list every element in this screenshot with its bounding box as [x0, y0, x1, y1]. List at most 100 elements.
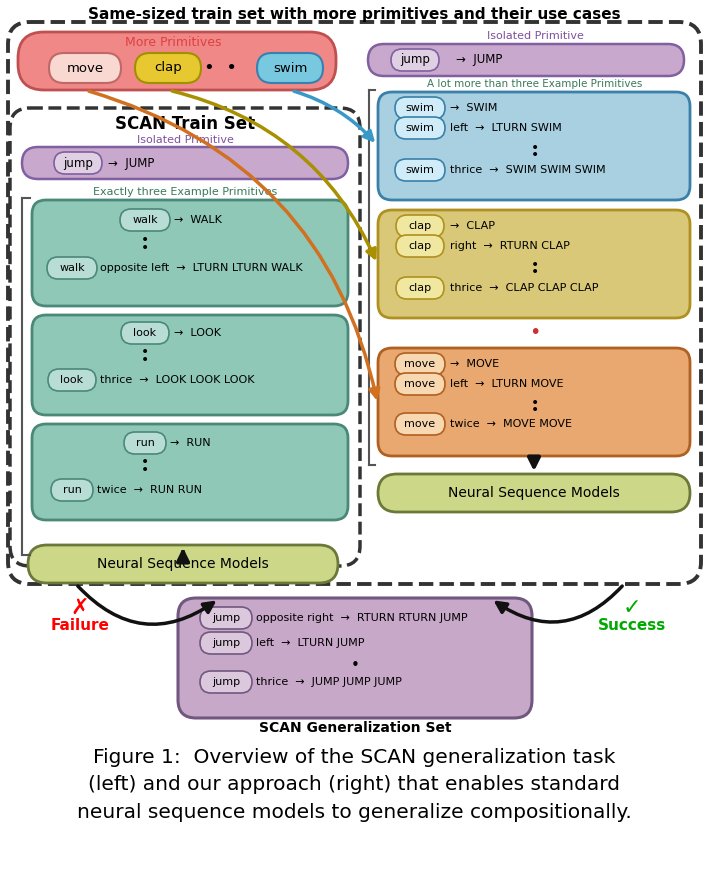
Text: •: •	[531, 148, 539, 162]
Text: Neural Sequence Models: Neural Sequence Models	[448, 486, 620, 500]
FancyBboxPatch shape	[28, 545, 338, 583]
Text: thrice  →  CLAP CLAP CLAP: thrice → CLAP CLAP CLAP	[450, 283, 598, 293]
FancyBboxPatch shape	[395, 353, 445, 375]
FancyBboxPatch shape	[396, 235, 444, 257]
Text: jump: jump	[212, 613, 240, 623]
Text: Success: Success	[598, 619, 666, 634]
Text: ✗: ✗	[71, 598, 89, 618]
FancyBboxPatch shape	[396, 277, 444, 299]
Text: look: look	[133, 328, 157, 338]
FancyBboxPatch shape	[378, 348, 690, 456]
FancyBboxPatch shape	[135, 53, 201, 83]
Text: •  •: • •	[203, 59, 237, 77]
FancyBboxPatch shape	[22, 147, 348, 179]
Text: move: move	[404, 359, 435, 369]
Text: •: •	[141, 241, 149, 255]
Text: •: •	[531, 141, 539, 155]
Text: →  CLAP: → CLAP	[450, 221, 495, 231]
FancyBboxPatch shape	[49, 53, 121, 83]
Text: jump: jump	[212, 638, 240, 648]
Text: A lot more than three Example Primitives: A lot more than three Example Primitives	[428, 79, 642, 89]
Text: move: move	[404, 379, 435, 389]
Text: ✓: ✓	[623, 598, 642, 618]
Text: clap: clap	[408, 221, 432, 231]
Text: jump: jump	[63, 156, 93, 169]
FancyBboxPatch shape	[178, 598, 532, 718]
Text: swim: swim	[406, 103, 435, 113]
FancyBboxPatch shape	[200, 607, 252, 629]
FancyBboxPatch shape	[32, 424, 348, 520]
Text: More Primitives: More Primitives	[125, 36, 221, 49]
Text: walk: walk	[132, 215, 158, 225]
Text: →  JUMP: → JUMP	[456, 54, 503, 67]
Text: thrice  →  SWIM SWIM SWIM: thrice → SWIM SWIM SWIM	[450, 165, 605, 175]
FancyBboxPatch shape	[54, 152, 102, 174]
Text: thrice  →  LOOK LOOK LOOK: thrice → LOOK LOOK LOOK	[100, 375, 255, 385]
Text: right  →  RTURN CLAP: right → RTURN CLAP	[450, 241, 570, 251]
FancyBboxPatch shape	[121, 322, 169, 344]
FancyBboxPatch shape	[391, 49, 439, 71]
Text: Failure: Failure	[50, 619, 109, 634]
Text: move: move	[404, 419, 435, 429]
FancyBboxPatch shape	[48, 369, 96, 391]
Text: walk: walk	[59, 263, 85, 273]
FancyBboxPatch shape	[32, 200, 348, 306]
Text: left  →  LTURN JUMP: left → LTURN JUMP	[256, 638, 364, 648]
Text: •: •	[141, 353, 149, 367]
Text: twice  →  MOVE MOVE: twice → MOVE MOVE	[450, 419, 572, 429]
FancyBboxPatch shape	[396, 215, 444, 237]
Text: •: •	[531, 265, 539, 279]
Text: •: •	[531, 258, 539, 272]
Text: twice  →  RUN RUN: twice → RUN RUN	[97, 485, 202, 495]
Text: run: run	[135, 438, 155, 448]
Text: →  MOVE: → MOVE	[450, 359, 499, 369]
FancyBboxPatch shape	[395, 159, 445, 181]
FancyBboxPatch shape	[378, 210, 690, 318]
FancyBboxPatch shape	[378, 474, 690, 512]
Text: •: •	[141, 233, 149, 247]
Text: swim: swim	[273, 62, 307, 75]
Text: left  →  LTURN MOVE: left → LTURN MOVE	[450, 379, 564, 389]
Text: Neural Sequence Models: Neural Sequence Models	[97, 557, 269, 571]
Text: jump: jump	[212, 677, 240, 687]
Text: →  RUN: → RUN	[170, 438, 211, 448]
Text: clap: clap	[408, 283, 432, 293]
FancyBboxPatch shape	[257, 53, 323, 83]
FancyBboxPatch shape	[120, 209, 170, 231]
Text: clap: clap	[154, 62, 182, 75]
Text: run: run	[62, 485, 82, 495]
Text: •: •	[350, 658, 359, 673]
FancyBboxPatch shape	[51, 479, 93, 501]
Text: thrice  →  JUMP JUMP JUMP: thrice → JUMP JUMP JUMP	[256, 677, 402, 687]
Text: swim: swim	[406, 123, 435, 133]
Text: opposite right  →  RTURN RTURN JUMP: opposite right → RTURN RTURN JUMP	[256, 613, 468, 623]
FancyBboxPatch shape	[200, 671, 252, 693]
Text: →  LOOK: → LOOK	[174, 328, 221, 338]
Text: clap: clap	[408, 241, 432, 251]
FancyBboxPatch shape	[18, 32, 336, 90]
Text: look: look	[60, 375, 84, 385]
Text: Figure 1:  Overview of the SCAN generalization task
(left) and our approach (rig: Figure 1: Overview of the SCAN generaliz…	[77, 748, 632, 821]
Text: swim: swim	[406, 165, 435, 175]
Text: move: move	[67, 62, 104, 75]
Text: left  →  LTURN SWIM: left → LTURN SWIM	[450, 123, 562, 133]
Text: •: •	[531, 403, 539, 417]
FancyBboxPatch shape	[124, 432, 166, 454]
FancyBboxPatch shape	[32, 315, 348, 415]
Text: →  WALK: → WALK	[174, 215, 222, 225]
Text: Isolated Primitive: Isolated Primitive	[137, 135, 233, 145]
Text: •: •	[141, 463, 149, 477]
FancyBboxPatch shape	[395, 117, 445, 139]
Text: →  JUMP: → JUMP	[108, 156, 155, 169]
FancyBboxPatch shape	[395, 413, 445, 435]
Text: •: •	[530, 322, 541, 342]
Text: SCAN Train Set: SCAN Train Set	[115, 115, 255, 133]
Text: •: •	[141, 345, 149, 359]
FancyBboxPatch shape	[378, 92, 690, 200]
FancyBboxPatch shape	[47, 257, 97, 279]
Text: jump: jump	[400, 54, 430, 67]
Text: →  SWIM: → SWIM	[450, 103, 498, 113]
Text: Isolated Primitive: Isolated Primitive	[486, 31, 584, 41]
Text: •: •	[531, 396, 539, 410]
Text: SCAN Generalization Set: SCAN Generalization Set	[259, 721, 452, 735]
